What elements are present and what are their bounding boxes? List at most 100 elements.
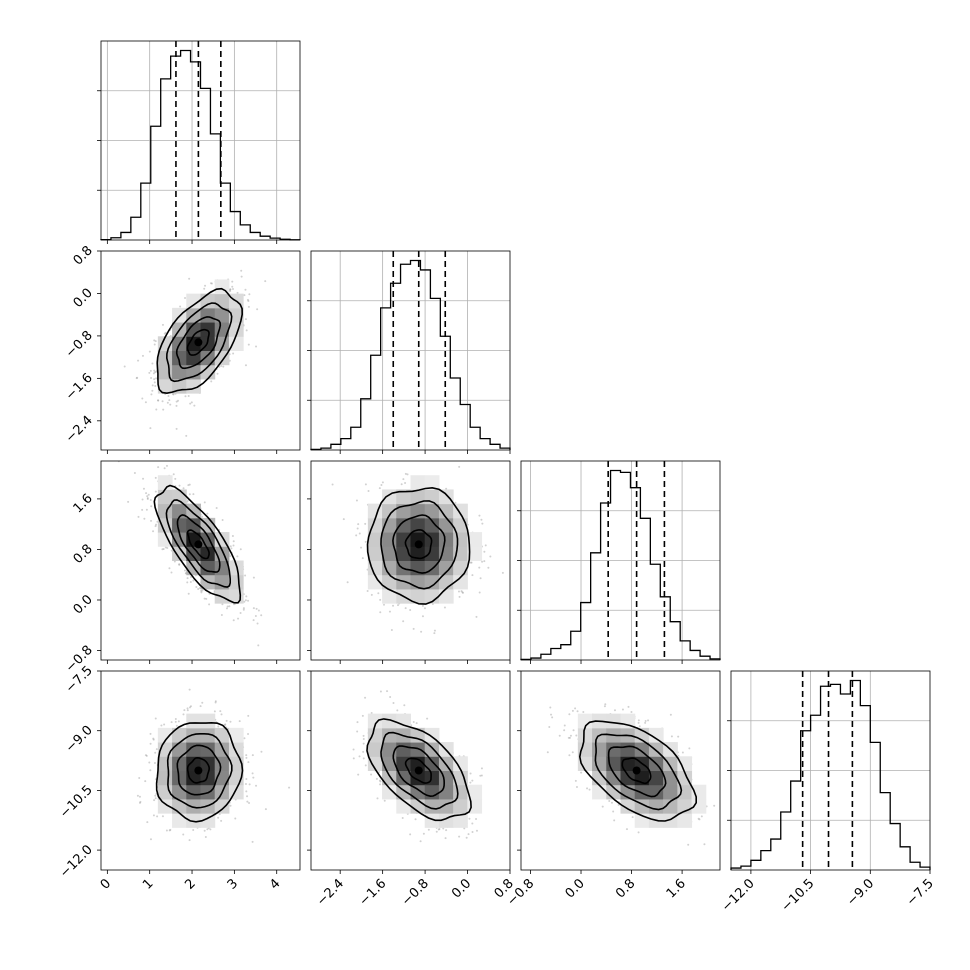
sample-point bbox=[186, 709, 189, 712]
sample-point bbox=[352, 748, 355, 751]
sample-point bbox=[342, 518, 345, 521]
sample-point bbox=[154, 384, 157, 387]
sample-point bbox=[201, 701, 204, 704]
sample-point bbox=[146, 821, 149, 824]
sample-point bbox=[370, 773, 373, 776]
sample-point bbox=[150, 519, 153, 522]
density-cell bbox=[367, 546, 383, 561]
sample-point bbox=[232, 352, 235, 355]
sample-point bbox=[245, 595, 248, 598]
density-cell bbox=[157, 350, 173, 366]
contour-line bbox=[176, 744, 222, 796]
sample-point bbox=[155, 408, 158, 411]
sample-point bbox=[229, 290, 232, 293]
sample-point bbox=[175, 724, 178, 727]
scatter-panel-content bbox=[123, 269, 267, 437]
sample-point bbox=[145, 754, 148, 757]
sample-point bbox=[157, 466, 160, 469]
density-cell bbox=[200, 713, 216, 729]
sample-point bbox=[189, 581, 192, 584]
density-cell bbox=[382, 546, 397, 561]
sample-point bbox=[247, 299, 250, 302]
sample-point bbox=[362, 742, 365, 745]
sample-point bbox=[172, 473, 175, 476]
contour-line bbox=[392, 745, 446, 798]
sample-point bbox=[248, 802, 251, 805]
density-cell bbox=[424, 742, 440, 757]
sample-point bbox=[364, 540, 367, 543]
sample-point bbox=[154, 476, 157, 479]
density-peak bbox=[194, 540, 203, 549]
sample-point bbox=[388, 610, 391, 613]
scatter-panel-frame bbox=[310, 460, 511, 661]
sample-point bbox=[247, 732, 250, 735]
sample-point bbox=[222, 365, 225, 368]
sample-point bbox=[151, 362, 154, 365]
sample-point bbox=[480, 774, 483, 777]
sample-point bbox=[153, 343, 156, 346]
sample-point bbox=[178, 484, 181, 487]
density-cell bbox=[424, 784, 440, 800]
contour-line bbox=[153, 484, 242, 604]
sample-point bbox=[454, 501, 457, 504]
sample-point bbox=[229, 555, 232, 558]
density-cell bbox=[157, 517, 173, 533]
sample-point bbox=[240, 269, 243, 272]
hist-bar bbox=[310, 259, 511, 451]
sample-point bbox=[199, 705, 202, 708]
contour-line bbox=[186, 328, 210, 356]
sample-point bbox=[390, 628, 393, 631]
density-cell bbox=[396, 489, 411, 505]
sample-point bbox=[260, 614, 263, 617]
density-cell bbox=[424, 546, 440, 561]
contour-line bbox=[165, 499, 231, 588]
sample-point bbox=[144, 401, 147, 404]
density-cell bbox=[453, 813, 468, 828]
sample-point bbox=[232, 619, 235, 622]
sample-point bbox=[370, 593, 373, 596]
sample-point bbox=[186, 581, 189, 584]
hist-panel-1 bbox=[307, 250, 511, 454]
sample-point bbox=[209, 828, 212, 831]
sample-point bbox=[201, 589, 204, 592]
sample-point bbox=[189, 575, 192, 578]
sample-point bbox=[220, 364, 223, 367]
sample-point bbox=[252, 576, 255, 579]
sample-point bbox=[145, 508, 148, 511]
sample-point bbox=[141, 508, 144, 511]
sample-point bbox=[229, 288, 232, 291]
sample-point bbox=[362, 750, 365, 753]
density-peak bbox=[194, 766, 203, 775]
density-cell bbox=[172, 813, 187, 828]
sample-point bbox=[469, 561, 472, 564]
sample-point bbox=[189, 705, 192, 708]
sample-point bbox=[155, 523, 158, 526]
sample-point bbox=[163, 467, 166, 470]
sample-point bbox=[383, 799, 386, 802]
density-cell bbox=[228, 307, 244, 323]
sample-point bbox=[331, 483, 334, 486]
density-cell bbox=[382, 727, 397, 743]
density-cell bbox=[382, 713, 397, 729]
sample-point bbox=[443, 606, 446, 609]
density-cell bbox=[228, 742, 244, 757]
sample-point bbox=[471, 574, 474, 577]
density-cell bbox=[453, 532, 468, 547]
sample-point bbox=[123, 365, 126, 368]
sample-point bbox=[204, 836, 207, 839]
density-cell bbox=[157, 770, 173, 786]
sample-point bbox=[183, 709, 186, 712]
sample-point bbox=[248, 783, 251, 786]
density-cell bbox=[424, 475, 440, 490]
density-cell bbox=[410, 517, 426, 533]
sample-point bbox=[392, 604, 395, 607]
sample-point bbox=[178, 563, 181, 566]
sample-point bbox=[230, 547, 233, 550]
sample-point bbox=[152, 372, 155, 375]
scatter-panel-content bbox=[136, 688, 291, 843]
contour-line bbox=[392, 514, 446, 574]
sample-point bbox=[257, 644, 260, 647]
sample-point bbox=[210, 380, 213, 383]
density-cell bbox=[186, 503, 201, 519]
